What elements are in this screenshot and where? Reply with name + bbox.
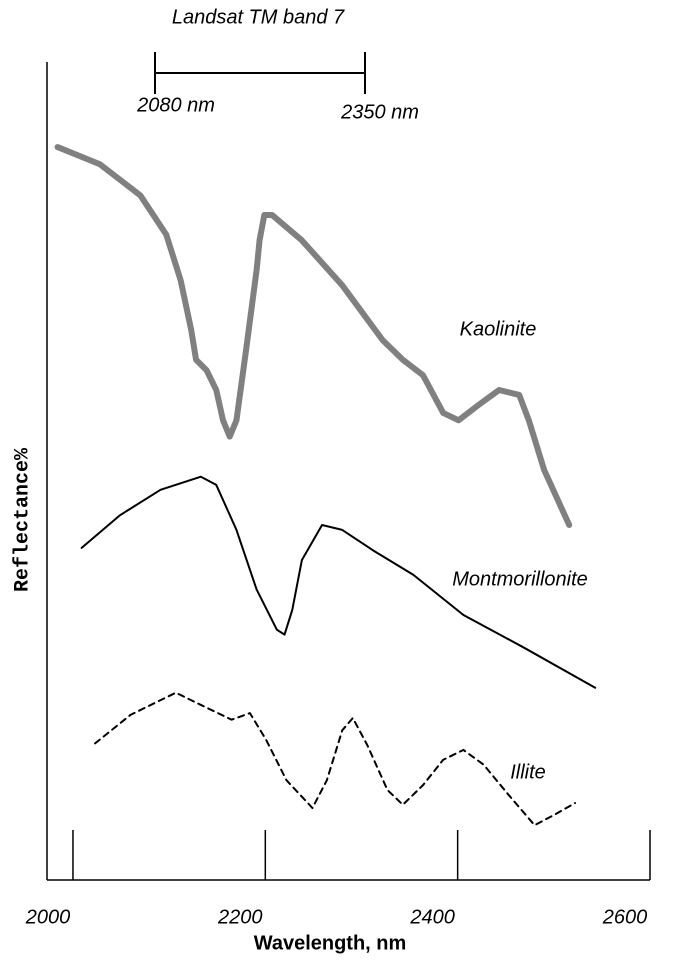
series-line [80, 475, 597, 689]
x-axis-label: Wavelength, nm [254, 932, 407, 954]
x-tick-label: 2600 [602, 906, 648, 928]
series-line [94, 691, 576, 827]
x-tick-label: 2400 [409, 906, 455, 928]
band-start-label: 2080 nm [136, 94, 215, 116]
x-tick-label: 2000 [25, 906, 71, 928]
series-line [54, 144, 573, 528]
x-tick-label: 2200 [217, 906, 263, 928]
series-label: Kaolinite [460, 318, 537, 340]
y-axis-label: Reflectance% [11, 447, 34, 592]
series-label: Montmorillonite [452, 568, 588, 590]
band-end-label: 2350 nm [340, 101, 419, 123]
series-label: Illite [510, 761, 546, 783]
band-label: Landsat TM band 7 [172, 6, 345, 28]
